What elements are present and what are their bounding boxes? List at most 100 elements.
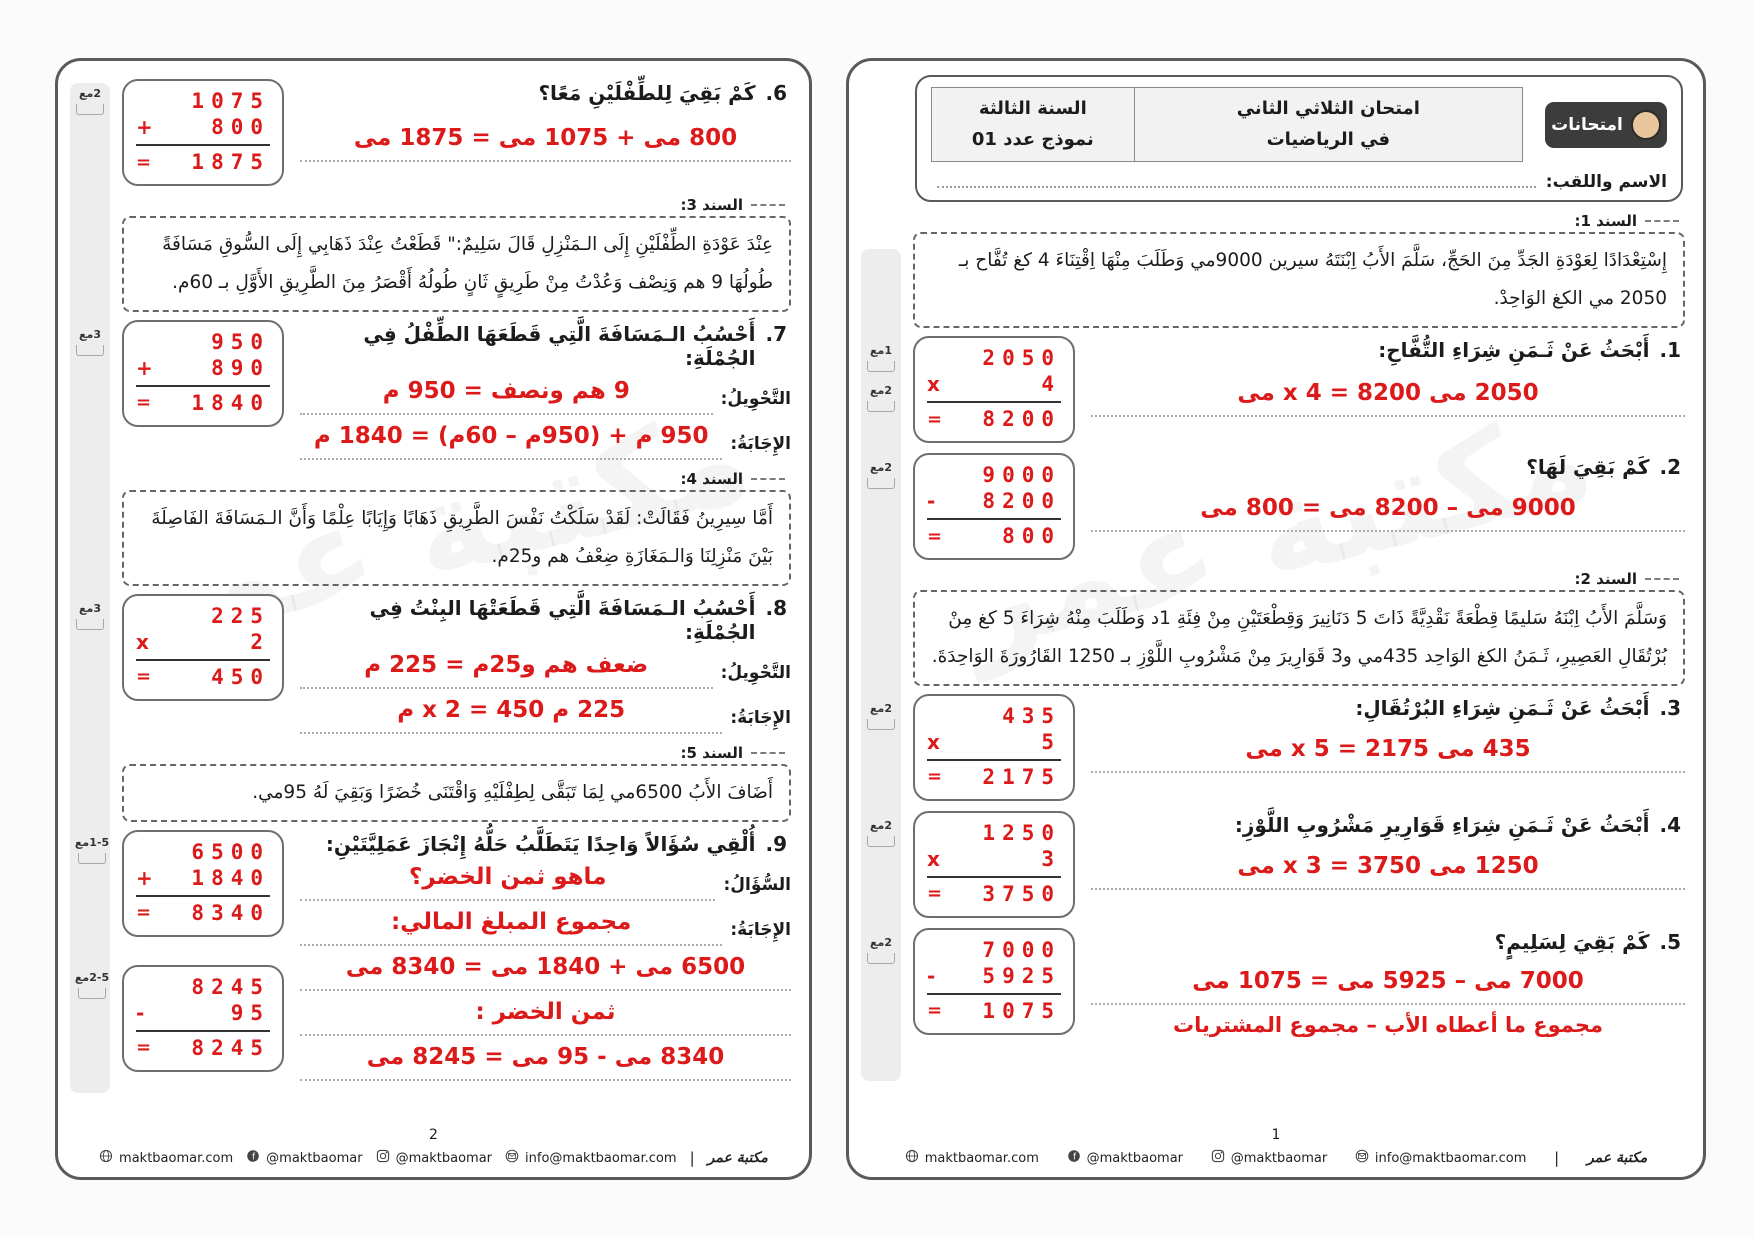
q3-text: أَبْحَثُ عَنْ ثَـمَنِ شِرَاءِ البُرْتُقَ… — [1355, 695, 1650, 720]
q3-number: 3. — [1659, 695, 1681, 720]
calc-rule — [136, 144, 270, 146]
footer-facebook: @maktbaomar — [266, 1150, 363, 1166]
email-icon — [505, 1149, 519, 1167]
sanad2-text-box: وَسَلَّمَ الأَبُ اِبْنَهُ سَليمًا قِطْعَ… — [913, 590, 1685, 686]
q9-answer2: 6500 مى + 1840 مى = 8340 مى — [345, 953, 746, 980]
q9-text: أُلْقِي سُؤَالاً وَاحِدًا يَتَطَلَّبُ حَ… — [325, 831, 756, 856]
footer-separator: | — [1554, 1149, 1560, 1167]
calc-rule — [927, 875, 1061, 878]
q2-number: 2. — [1659, 455, 1681, 480]
q1-answer: 2050 مى x 4 = 8200 مى — [1237, 380, 1539, 407]
q6-text: كَمْ بَقِيَ لِلطِّفْلَيْنِ مَعًا؟ — [538, 81, 756, 105]
question-2-row: 2. كَمْ بَقِيَ لَهَا؟ 9000 مى – 8200 مى … — [867, 453, 1685, 561]
calc-rule — [927, 992, 1061, 995]
q2-text: كَمْ بَقِيَ لَهَا؟ — [1526, 455, 1650, 480]
calc-equals: = — [927, 1000, 943, 1022]
criterion-mark: 2مع — [870, 935, 892, 949]
q5-number: 5. — [1659, 929, 1681, 954]
q6-calc-box: 1075 + 800 = 1875 — [122, 79, 284, 186]
q9-calc-box-2: 2-5مع 8245 - 95 = 8245 — [75, 964, 284, 1072]
calc-operator: - — [927, 489, 936, 514]
calc-operator: x — [136, 629, 149, 654]
q7-number: 7. — [765, 321, 787, 346]
dash-decoration — [1645, 578, 1679, 581]
q4-calc-box: 1250 x 3 = 3750 — [913, 810, 1075, 918]
calc-operator: + — [136, 865, 153, 890]
question-9-row: 9. أُلْقِي سُؤَالاً وَاحِدًا يَتَطَلَّبُ… — [75, 829, 791, 1081]
mark-bracket-icon — [76, 344, 104, 356]
sanad4-text-box: أَمَّا سِيرِينُ فَقَالَتْ: لَقَدْ سَلَكْ… — [122, 489, 791, 586]
calc-operator: + — [136, 115, 153, 139]
globe-icon — [99, 1149, 113, 1167]
sanad3-label: السند 3: — [680, 196, 744, 214]
exams-logo-text: امتحانات — [1551, 114, 1623, 135]
email-icon — [1355, 1149, 1369, 1167]
page-number: 2 — [429, 1127, 438, 1143]
grade-cell: السنة الثالثة نموذج عدد 01 — [932, 88, 1135, 162]
q9-calc-box-1: 1-5مع 6500 + 1840 = 8340 — [75, 829, 284, 937]
q5-note: مجموع ما أعطاه الأب – مجموع المشتريات — [1173, 1012, 1603, 1037]
dash-decoration — [751, 477, 785, 480]
mark-bracket-icon — [867, 401, 895, 413]
q7-conversion-label: التَّحْوِيلُ: — [720, 388, 791, 409]
q7-conversion-line: 9 هم ونصف = 950 م — [300, 376, 713, 415]
calc-rule — [927, 758, 1061, 761]
question-7-row: 7. أَحْسُبُ الـمَسَافَةَ الَّتِي قَطَعَه… — [76, 319, 791, 460]
sanad5-label: السند 5: — [680, 743, 744, 762]
mark-bracket-icon — [867, 718, 895, 730]
calc-rule — [136, 1029, 270, 1032]
calc-equals: = — [927, 766, 943, 788]
calc-result: 8245 — [191, 1035, 270, 1060]
instagram-icon — [376, 1149, 390, 1167]
q4-number: 4. — [1659, 812, 1681, 837]
criterion-mark: 1-5مع — [74, 835, 110, 849]
q8-conversion-label: التَّحْوِيلُ: — [720, 662, 791, 683]
criterion-mark: 2مع — [870, 818, 892, 832]
exam-title-line1: امتحان الثلاثي الثاني — [1236, 98, 1420, 119]
brand-signature: مكتبة عمر — [707, 1150, 768, 1166]
q9-answer-line2: 6500 مى + 1840 مى = 8340 مى — [300, 952, 791, 991]
calc-top: 225 — [211, 603, 270, 628]
q8-answer-line: 225 م x 2 = 450 م — [300, 695, 723, 734]
q9-answer-line1: مجموع المبلغ المالي: — [300, 907, 723, 946]
q7-conversion-answer: 9 هم ونصف = 950 م — [382, 377, 630, 404]
calc-rule — [927, 518, 1061, 521]
calc-equals: = — [136, 902, 152, 924]
footer-website: maktbaomar.com — [119, 1150, 234, 1166]
calc-operand: 8200 — [982, 489, 1061, 514]
mark-bracket-icon — [867, 478, 895, 490]
calc-top: 8245 — [191, 974, 270, 999]
footer-email: info@maktbaomar.com — [525, 1150, 677, 1166]
page-footer: 1 maktbaomar.com f @maktbaomar @maktbaoma… — [849, 1127, 1703, 1167]
mark-bracket-icon — [78, 852, 106, 864]
mark-bracket-icon — [867, 835, 895, 847]
q9-answer3: ثمن الخضر : — [475, 998, 616, 1025]
calc-top: 7000 — [982, 937, 1061, 962]
criterion-mark: 2-5مع — [74, 970, 110, 984]
calc-equals: = — [136, 151, 152, 173]
globe-icon — [905, 1149, 919, 1167]
calc-equals: = — [136, 1037, 152, 1059]
calc-result: 8200 — [982, 407, 1061, 432]
q1-calc-box: 2050 x 4 = 8200 — [913, 336, 1075, 444]
criterion-mark: 1مع — [870, 344, 892, 358]
calc-operand: 3 — [1041, 846, 1061, 871]
q9-number: 9. — [765, 831, 787, 856]
calc-operand: 2 — [250, 629, 270, 654]
criterion-mark: 3مع — [79, 327, 101, 341]
q5-text: كَمْ بَقِيَ لِسَلِيمٍ؟ — [1494, 929, 1650, 954]
calc-top: 1250 — [982, 820, 1061, 845]
name-line: الاسم واللقب: — [931, 172, 1667, 192]
q9-answer-line3: ثمن الخضر : — [300, 997, 791, 1036]
criterion-mark: 2مع — [79, 87, 101, 100]
calc-operator: x — [927, 729, 940, 754]
q9-answer-line4: 8340 مى - 95 مى = 8245 مى — [300, 1042, 791, 1081]
q5-answer: 7000 مى – 5925 مى = 1075 مى — [1192, 967, 1584, 994]
calc-rule — [136, 658, 270, 661]
calc-equals: = — [927, 883, 943, 905]
q3-calc-box: 435 x 5 = 2175 — [913, 693, 1075, 801]
calc-operand: 5925 — [982, 963, 1061, 988]
facebook-icon: f — [246, 1149, 260, 1167]
sanad5-text-box: أَضَافَ الأَبُ 6500مي لِمَا تَبَقَّى لِط… — [122, 763, 791, 822]
footer-email: info@maktbaomar.com — [1374, 1150, 1527, 1166]
